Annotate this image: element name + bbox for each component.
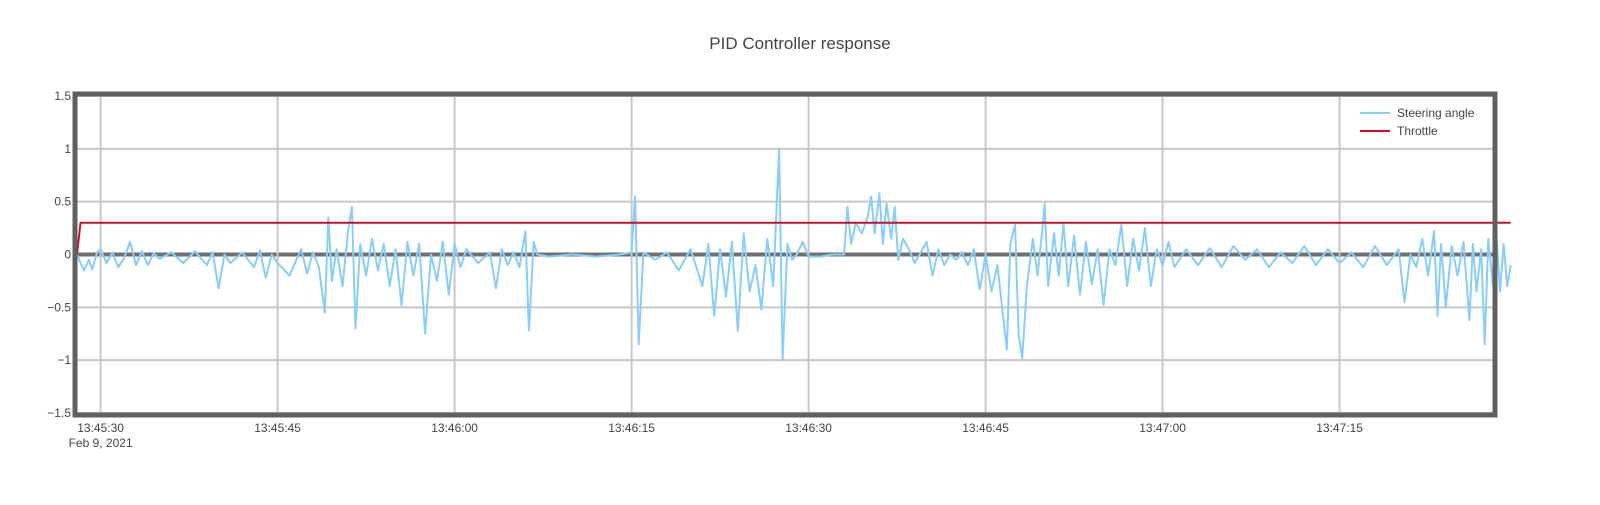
y-tick-label: −0.5 xyxy=(47,300,71,314)
legend-label: Throttle xyxy=(1397,124,1438,138)
y-tick-label: −1 xyxy=(57,353,71,367)
series-line-throttle xyxy=(76,221,1511,255)
plot-frame xyxy=(72,91,1498,418)
x-tick-label: 13:46:30 xyxy=(785,421,832,435)
x-tick-label: 13:47:15 xyxy=(1316,421,1363,435)
legend-label: Steering angle xyxy=(1397,106,1475,120)
chart-title: PID Controller response xyxy=(709,34,890,53)
series-layer xyxy=(76,147,1512,362)
x-tick-label: 13:46:00 xyxy=(431,421,478,435)
x-tick-label: 13:45:45 xyxy=(254,421,301,435)
y-axis: −1.5 −1 −0.5 0 0.5 1 1.5 xyxy=(47,89,71,420)
y-tick-label: −1.5 xyxy=(47,406,71,420)
y-tick-label: 0.5 xyxy=(54,195,71,209)
legend-item[interactable]: Steering angle xyxy=(1360,106,1475,120)
y-tick-label: 0 xyxy=(64,248,71,262)
x-tick-label: 13:45:30 xyxy=(77,421,124,435)
legend[interactable]: Steering angle Throttle xyxy=(1360,106,1475,138)
series-line-steering-angle xyxy=(76,147,1512,362)
x-axis: 13:45:30 13:45:45 13:46:00 13:46:15 13:46:30… xyxy=(77,421,1363,435)
y-tick-label: 1.5 xyxy=(54,89,71,103)
x-tick-label: 13:46:15 xyxy=(608,421,655,435)
y-tick-label: 1 xyxy=(64,142,71,156)
x-tick-label: 13:47:00 xyxy=(1139,421,1186,435)
x-tick-label: 13:46:45 xyxy=(962,421,1009,435)
x-date-label: Feb 9, 2021 xyxy=(69,436,133,450)
legend-item[interactable]: Throttle xyxy=(1360,124,1438,138)
